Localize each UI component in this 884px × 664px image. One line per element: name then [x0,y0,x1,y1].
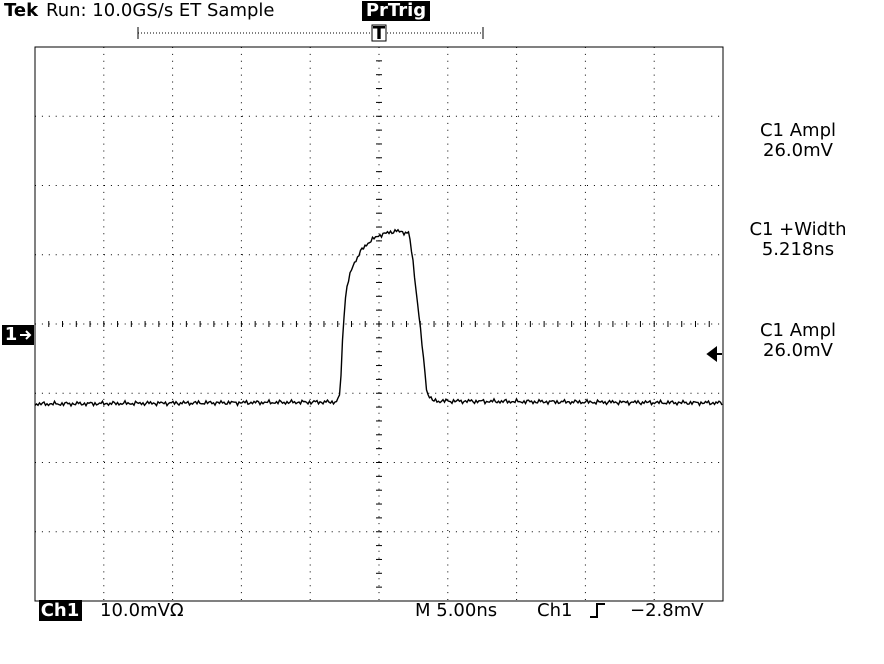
waveform-trace [34,228,723,408]
brand: Tek [4,0,39,21]
graticule [35,47,723,601]
trigger-mode-box [362,1,430,21]
record-bracket [137,24,484,42]
trigger-level-arrow [706,346,722,362]
graticule-border [34,46,724,602]
channel-box [39,600,82,621]
measurement-label: C1 +Width [749,219,846,240]
measurement-value: 5.218ns [762,239,834,260]
measurement-value: 26.0mV [763,340,834,361]
trigger-level: −2.8mV [630,600,704,621]
measurement-label: C1 Ampl [760,120,836,141]
timebase: M 5.00ns [415,600,497,621]
channel: Ch1 [41,600,80,621]
trigger-mode: PrTrig [366,0,426,21]
measurement-value: 26.0mV [763,140,834,161]
trigger-position: T [373,23,386,44]
measurement-label: C1 Ampl [760,320,836,341]
vertical-scale: 10.0mVΩ [100,600,184,621]
trigger-slope [590,603,605,618]
trigger-source: Ch1 [537,600,572,621]
channel-marker-box [2,325,34,345]
channel-marker: 1 [5,324,18,345]
acquisition-status: Run: 10.0GS/s ET Sample [46,0,275,21]
channel-marker-arrow [20,330,32,340]
